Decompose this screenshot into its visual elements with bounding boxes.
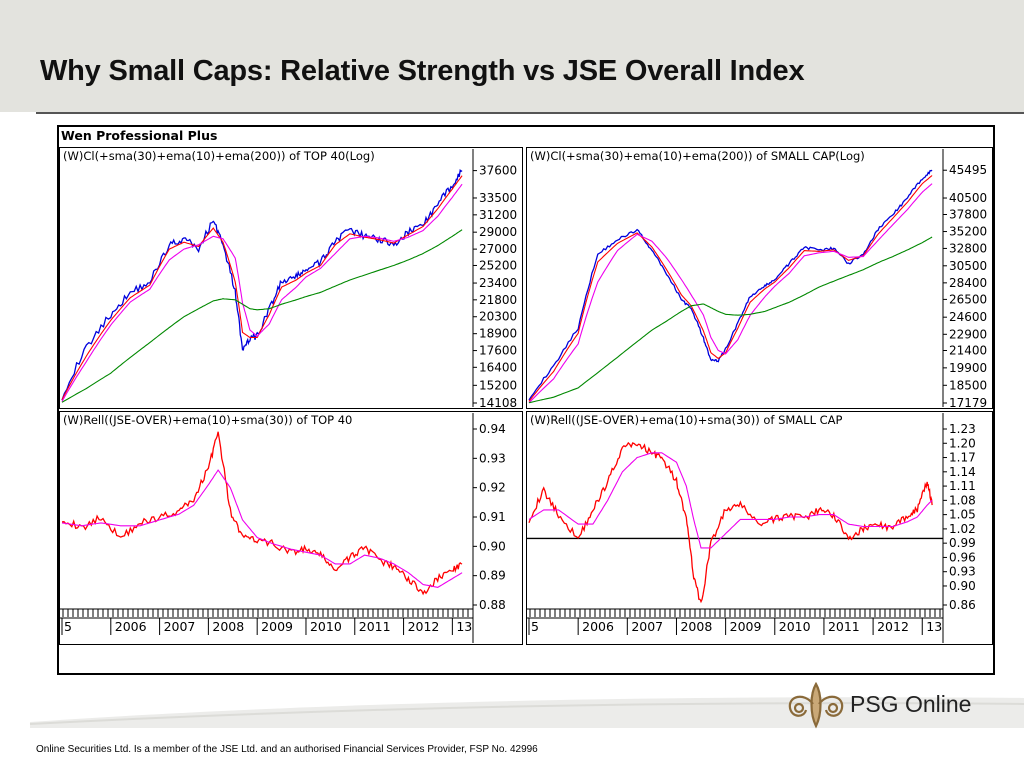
y-tick-label: 21800 (479, 293, 517, 307)
panel-title: (W)Cl(+sma(30)+ema(10)+ema(200)) of TOP … (63, 149, 375, 163)
y-tick-label: 1.02 (949, 522, 976, 536)
panel-title: (W)Rell((JSE-OVER)+ema(10)+sma(30)) of S… (530, 413, 843, 427)
y-tick-label: 28400 (949, 276, 987, 290)
logo-swoosh (29, 697, 1024, 728)
x-tick-label: 2007 (631, 619, 663, 634)
panel-border (526, 411, 993, 645)
y-tick-label: 18500 (949, 378, 987, 392)
panel-title: (W)Rell((JSE-OVER)+ema(10)+sma(30)) of T… (63, 413, 352, 427)
y-tick-label: 0.92 (479, 481, 506, 495)
y-tick-label: 0.86 (949, 598, 976, 612)
y-tick-label: 18900 (479, 327, 517, 341)
y-tick-label: 0.99 (949, 536, 976, 550)
x-tick-label: 2009 (730, 619, 762, 634)
y-tick-label: 22900 (949, 327, 987, 341)
x-tick-label: 2008 (212, 619, 244, 634)
chart-panels: (W)Cl(+sma(30)+ema(10)+ema(200)) of TOP … (59, 147, 993, 645)
y-tick-label: 15200 (479, 378, 517, 392)
y-tick-label: 33500 (479, 191, 517, 205)
y-tick-label: 0.96 (949, 550, 976, 564)
y-tick-label: 21400 (949, 343, 987, 357)
y-tick-label: 1.23 (949, 422, 976, 436)
psg-emblem-icon (788, 681, 844, 729)
x-tick-label: 2007 (164, 619, 196, 634)
y-tick-label: 29000 (479, 225, 517, 239)
y-tick-label: 20300 (479, 310, 517, 324)
x-tick-label: 2010 (779, 619, 811, 634)
y-tick-label: 32800 (949, 241, 987, 255)
series-line-sma30 (61, 469, 463, 588)
y-tick-label: 40500 (949, 191, 987, 205)
series-line-sma30 (528, 183, 933, 404)
series-line-price (61, 168, 463, 401)
y-tick-label: 24600 (949, 310, 987, 324)
title-rule (36, 112, 1024, 114)
y-tick-label: 1.05 (949, 508, 976, 522)
x-tick-label: 2011 (828, 619, 860, 634)
y-tick-label: 31200 (479, 208, 517, 222)
x-tick-label: 2009 (261, 619, 293, 634)
y-tick-label: 0.90 (479, 539, 506, 553)
software-label: Wen Professional Plus (61, 128, 218, 143)
x-tick-label: 2010 (310, 619, 342, 634)
series-line-price (528, 169, 933, 401)
series-line-ema200 (61, 229, 463, 403)
y-tick-label: 37800 (949, 208, 987, 222)
x-tick-label: 2008 (680, 619, 712, 634)
y-tick-label: 16400 (479, 360, 517, 374)
y-tick-label: 0.94 (479, 422, 506, 436)
y-tick-label: 0.88 (479, 598, 506, 612)
y-tick-label: 1.20 (949, 436, 976, 450)
series-line-relative (61, 431, 463, 596)
header-band (0, 0, 1024, 112)
y-tick-label: 1.14 (949, 465, 976, 479)
chart-panel-2: (W)Cl(+sma(30)+ema(10)+ema(200)) of SMAL… (526, 147, 993, 410)
y-tick-label: 27000 (479, 242, 517, 256)
y-tick-label: 17600 (479, 344, 517, 358)
footer-disclaimer: Online Securities Ltd. Is a member of th… (36, 744, 538, 755)
x-tick-label: 2006 (582, 619, 614, 634)
y-tick-label: 17179 (949, 396, 987, 410)
y-tick-label: 1.17 (949, 451, 976, 465)
y-tick-label: 0.91 (479, 510, 506, 524)
y-tick-label: 26500 (949, 292, 987, 306)
y-tick-label: 37600 (479, 164, 517, 178)
brand-logo-text: PSG Online (850, 691, 972, 717)
y-tick-label: 45495 (949, 163, 987, 177)
y-tick-label: 35200 (949, 225, 987, 239)
slide-title: Why Small Caps: Relative Strength vs JSE… (40, 55, 805, 87)
y-tick-label: 23400 (479, 276, 517, 290)
x-tick-label: 5 (531, 619, 539, 634)
panel-border (526, 147, 993, 409)
series-line-sma30 (528, 452, 933, 549)
series-line-sma30 (61, 183, 463, 402)
x-tick-label: 2011 (359, 619, 391, 634)
series-line-ema200 (528, 236, 933, 404)
x-tick-label: 2012 (408, 619, 440, 634)
y-tick-label: 0.93 (949, 565, 976, 579)
panel-title: (W)Cl(+sma(30)+ema(10)+ema(200)) of SMAL… (530, 149, 865, 163)
y-tick-label: 0.90 (949, 579, 976, 593)
y-tick-label: 0.93 (479, 451, 506, 465)
y-tick-label: 30500 (949, 259, 987, 273)
x-tick-label: 13 (926, 619, 942, 634)
y-tick-label: 0.89 (479, 569, 506, 583)
x-tick-label: 13 (456, 619, 472, 634)
chart-panel-4: (W)Rell((JSE-OVER)+ema(10)+sma(30)) of S… (526, 411, 993, 645)
y-tick-label: 1.11 (949, 479, 976, 493)
y-tick-label: 19900 (949, 361, 987, 375)
series-line-relative (528, 441, 933, 604)
y-tick-label: 25200 (479, 258, 517, 272)
series-line-ema10 (528, 175, 933, 402)
chart-panel-3: (W)Rell((JSE-OVER)+ema(10)+sma(30)) of T… (59, 411, 523, 645)
x-tick-label: 2006 (115, 619, 147, 634)
y-tick-label: 1.08 (949, 493, 976, 507)
x-tick-label: 2012 (877, 619, 909, 634)
y-tick-label: 14108 (479, 396, 517, 410)
x-tick-label: 5 (64, 619, 72, 634)
chart-panel-1: (W)Cl(+sma(30)+ema(10)+ema(200)) of TOP … (59, 147, 523, 410)
